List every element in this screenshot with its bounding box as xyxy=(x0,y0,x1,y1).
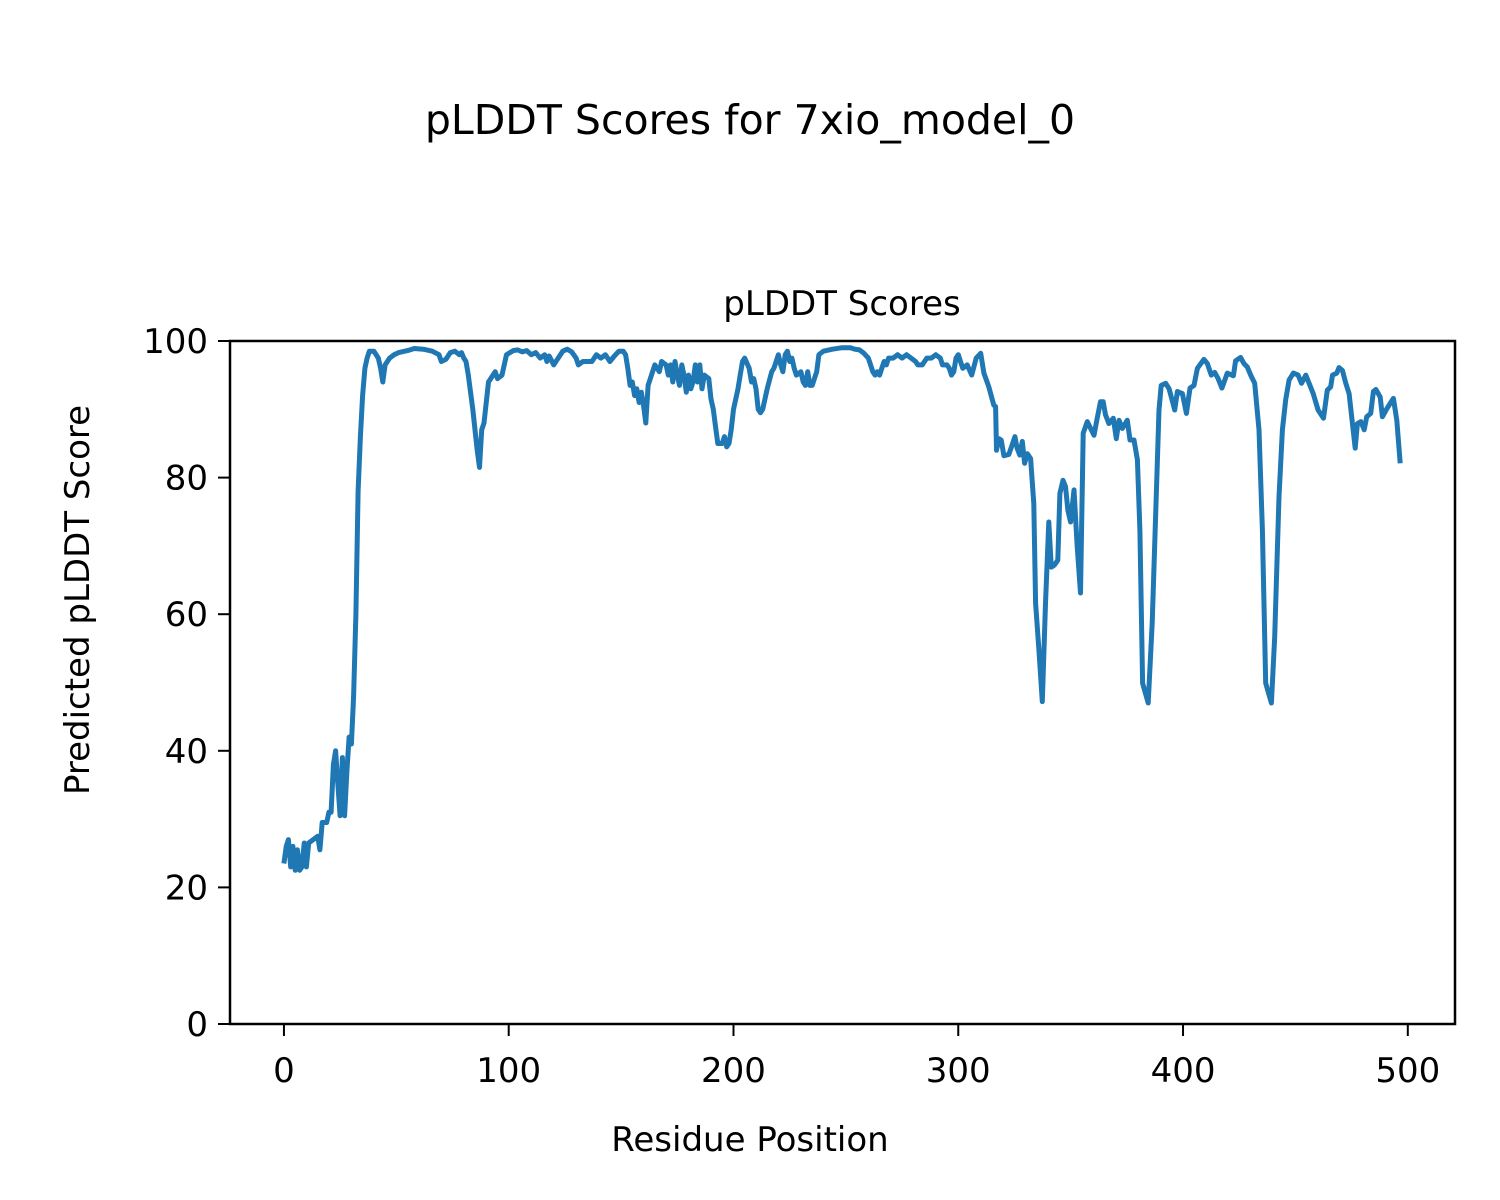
plot-area xyxy=(281,345,1403,873)
x-axis-label: Residue Position xyxy=(611,1120,888,1160)
y-tick-label: 60 xyxy=(165,595,208,635)
y-tick-label: 80 xyxy=(165,459,208,499)
axes-frame xyxy=(228,339,1457,1026)
y-tick-label: 0 xyxy=(186,1005,208,1045)
y-axis-label: Predicted pLDDT Score xyxy=(58,405,98,795)
x-tick-label: 300 xyxy=(926,1051,991,1091)
plddt-series-line xyxy=(281,345,1403,873)
y-tick-label: 40 xyxy=(165,732,208,772)
y-tick-label: 100 xyxy=(143,322,208,362)
y-axis-ticks: 0 20 40 60 80 100 xyxy=(143,322,230,1045)
x-tick-label: 200 xyxy=(701,1051,766,1091)
x-tick-label: 0 xyxy=(273,1051,295,1091)
chart-title: pLDDT Scores xyxy=(723,284,960,324)
x-tick-label: 500 xyxy=(1375,1051,1440,1091)
x-tick-label: 400 xyxy=(1151,1051,1216,1091)
x-axis-ticks: 0 100 200 300 400 500 xyxy=(273,1024,1440,1091)
x-tick-label: 100 xyxy=(476,1051,541,1091)
figure-title: pLDDT Scores for 7xio_model_0 xyxy=(425,96,1075,144)
y-tick-label: 20 xyxy=(165,868,208,908)
